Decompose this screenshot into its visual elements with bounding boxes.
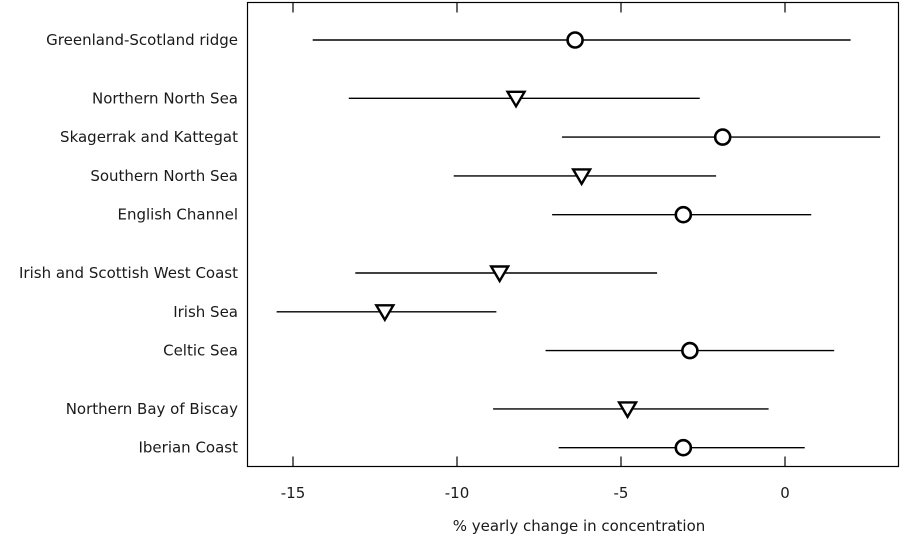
category-label: Northern North Sea xyxy=(92,89,238,107)
estimate-circle xyxy=(681,341,699,360)
estimate-triangle xyxy=(489,265,511,284)
category-label: English Channel xyxy=(117,206,238,224)
bottom-axis-ticks xyxy=(292,456,786,467)
estimate-circle xyxy=(713,128,732,146)
x-tick-labels: -15 -10 -5 0 xyxy=(281,484,790,502)
category-label: Northern Bay of Biscay xyxy=(66,400,238,418)
plot-frame xyxy=(246,1,900,468)
point-estimates xyxy=(374,31,732,457)
estimate-triangle xyxy=(374,304,396,323)
estimate-circle xyxy=(566,31,584,49)
x-tick-label: -10 xyxy=(445,484,470,502)
category-label: Greenland-Scotland ridge xyxy=(46,31,238,49)
estimate-triangle xyxy=(505,90,527,109)
category-label: Iberian Coast xyxy=(138,439,238,457)
x-tick-label: 0 xyxy=(780,484,790,502)
category-label: Skagerrak and Kattegat xyxy=(60,128,238,146)
category-label: Irish and Scottish West Coast xyxy=(19,264,238,282)
category-label: Southern North Sea xyxy=(90,167,238,185)
category-label: Celtic Sea xyxy=(163,342,238,360)
category-label: Irish Sea xyxy=(173,303,238,321)
estimate-circle xyxy=(674,438,693,457)
top-axis-ticks xyxy=(292,2,786,13)
estimate-triangle xyxy=(571,168,593,187)
category-labels: Greenland-Scotland ridge Northern North S… xyxy=(19,31,238,457)
x-axis-title: % yearly change in concentration xyxy=(453,517,706,535)
x-tick-label: -5 xyxy=(614,484,629,502)
confidence-intervals xyxy=(276,39,881,449)
x-tick-label: -15 xyxy=(281,484,306,502)
estimate-circle xyxy=(674,205,693,224)
estimate-triangle xyxy=(616,401,639,420)
